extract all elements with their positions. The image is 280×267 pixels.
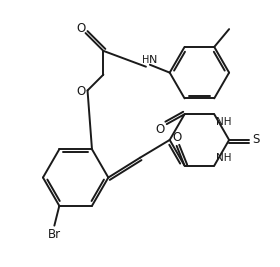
- Text: NH: NH: [216, 153, 232, 163]
- Text: S: S: [252, 134, 260, 146]
- Text: NH: NH: [216, 117, 232, 127]
- Text: O: O: [155, 123, 164, 136]
- Text: O: O: [76, 22, 85, 35]
- Text: N: N: [149, 55, 157, 65]
- Text: Br: Br: [48, 228, 61, 241]
- Text: O: O: [76, 85, 85, 98]
- Text: O: O: [172, 131, 181, 144]
- Text: H: H: [142, 55, 150, 65]
